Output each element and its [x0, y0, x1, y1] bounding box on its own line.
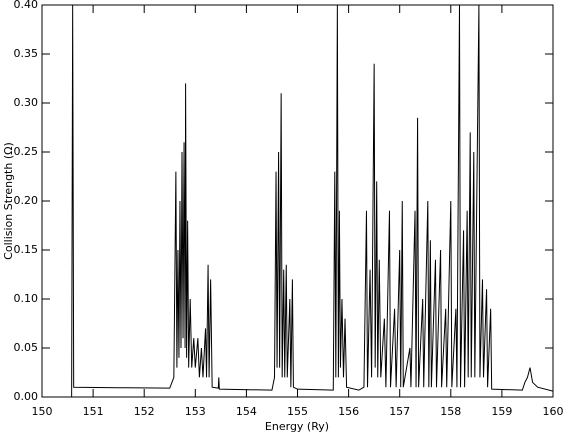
y-tick-label: 0.40	[14, 0, 39, 11]
x-axis-label: Energy (Ry)	[265, 420, 329, 433]
x-tick-label: 152	[134, 405, 155, 418]
x-tick-label: 159	[491, 405, 512, 418]
x-tick-label: 151	[83, 405, 104, 418]
y-tick-label: 0.10	[14, 292, 39, 305]
x-tick-label: 157	[389, 405, 410, 418]
x-tick-label: 160	[543, 405, 564, 418]
y-tick-label: 0.35	[14, 47, 39, 60]
y-tick-label: 0.20	[14, 194, 39, 207]
y-tick-label: 0.00	[14, 390, 39, 403]
y-tick-label: 0.15	[14, 243, 39, 256]
x-tick-label: 158	[440, 405, 461, 418]
x-tick-label: 154	[236, 405, 257, 418]
y-tick-label: 0.05	[14, 341, 39, 354]
x-tick-label: 156	[338, 405, 359, 418]
x-tick-label: 153	[185, 405, 206, 418]
y-tick-label: 0.25	[14, 145, 39, 158]
y-tick-label: 0.30	[14, 96, 39, 109]
x-tick-label: 155	[287, 405, 308, 418]
x-tick-label: 150	[32, 405, 53, 418]
data-line	[71, 5, 553, 397]
y-axis-label: Collision Strength (Ω)	[2, 142, 15, 260]
